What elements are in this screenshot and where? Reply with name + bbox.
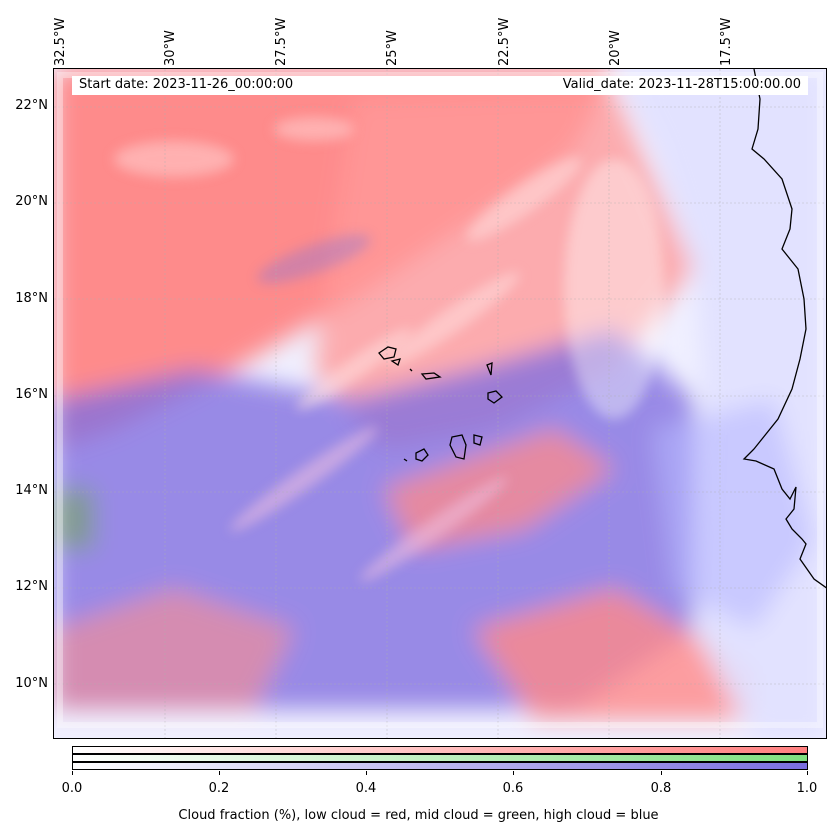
- graticule: [54, 69, 826, 738]
- cloud-texture: [114, 117, 664, 582]
- colorbar-high-cloud: [72, 762, 808, 770]
- cloud-fraction-field: [54, 69, 826, 738]
- map-panel[interactable]: [53, 68, 827, 739]
- date-header: Start date: 2023-11-26_00:00:00 Valid_da…: [72, 76, 808, 95]
- start-date-label: Start date: 2023-11-26_00:00:00: [79, 77, 294, 92]
- lat-label-22n: 22°N: [15, 98, 48, 113]
- colorbar-mid-cloud: [72, 754, 808, 762]
- lon-label-27-5w: 27.5°W: [274, 17, 289, 66]
- colorbar-tick-label: 0.8: [650, 781, 672, 796]
- lon-label-17-5w: 17.5°W: [719, 17, 734, 66]
- colorbar-tick: [661, 771, 662, 775]
- lat-label-10n: 10°N: [15, 676, 48, 691]
- colorbar-tick-label: 0.4: [355, 781, 377, 796]
- lon-label-32-5w: 32.5°W: [53, 17, 68, 66]
- colorbar-tick: [72, 771, 73, 775]
- colorbar-caption: Cloud fraction (%), low cloud = red, mid…: [178, 808, 659, 823]
- colorbar-tick-label: 0.2: [208, 781, 230, 796]
- colorbar-tick-label: 0.6: [502, 781, 524, 796]
- lon-label-20w: 20°W: [608, 30, 623, 66]
- colorbar-low-cloud: [72, 746, 808, 754]
- coastline-west-africa: [742, 69, 826, 589]
- lat-label-18n: 18°N: [15, 291, 48, 306]
- colorbar-tick: [219, 771, 220, 775]
- colorbar-tick: [366, 771, 367, 775]
- colorbar-tick: [807, 771, 808, 775]
- lat-label-20n: 20°N: [15, 194, 48, 209]
- lon-label-30w: 30°W: [163, 30, 178, 66]
- colorbar-tick-label: 1.0: [796, 781, 818, 796]
- lat-label-12n: 12°N: [15, 579, 48, 594]
- lon-label-22-5w: 22.5°W: [497, 17, 512, 66]
- cape-verde-islands: [378, 346, 503, 462]
- lat-label-14n: 14°N: [15, 483, 48, 498]
- colorbar-tick: [513, 771, 514, 775]
- valid-date-label: Valid_date: 2023-11-28T15:00:00.00: [562, 77, 801, 92]
- lon-label-25w: 25°W: [385, 30, 400, 66]
- colorbar-tick-label: 0.0: [61, 781, 83, 796]
- lat-label-16n: 16°N: [15, 387, 48, 402]
